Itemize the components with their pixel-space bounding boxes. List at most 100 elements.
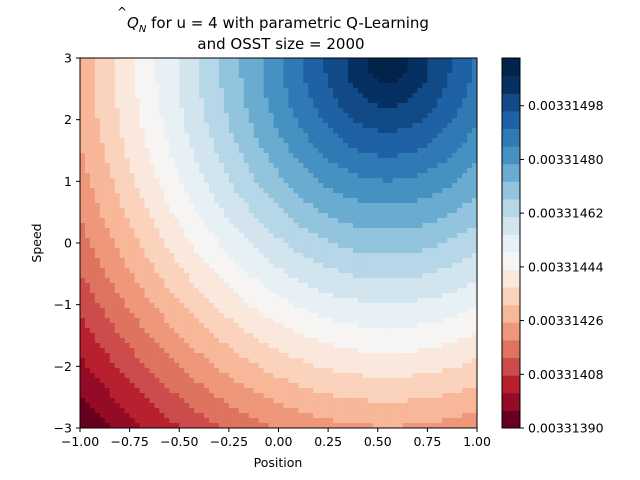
contour-cell [144,403,151,409]
contour-cell [139,108,146,114]
contour-cell [298,388,304,394]
contour-cell [238,318,245,324]
contour-cell [154,273,160,279]
contour-cell [144,163,151,169]
contour-cell [343,348,349,354]
contour-cell [80,253,86,259]
contour-cell [184,363,190,369]
contour-cell [362,318,369,324]
contour-cell [263,343,270,349]
contour-cell [194,148,200,154]
contour-cell [343,58,349,64]
contour-cell [218,68,225,74]
contour-cell [362,308,369,314]
contour-cell [298,383,304,389]
contour-cell [184,283,190,289]
contour-cell [397,138,404,144]
contour-cell [407,268,414,274]
contour-cell [80,113,86,119]
contour-cell [213,128,220,134]
contour-cell [179,328,185,334]
contour-cell [362,233,369,239]
contour-cell [243,118,250,124]
contour-cell [169,388,175,394]
contour-cell [333,408,339,414]
contour-cell [338,338,344,344]
contour-cell [377,258,384,264]
contour-cell [159,208,165,214]
contour-cell [174,223,180,229]
contour-cell [293,318,299,324]
contour-cell [308,408,314,414]
contour-cell [412,93,419,99]
contour-cell [80,323,86,329]
contour-cell [392,338,399,344]
contour-cell [94,238,101,244]
contour-cell [372,163,379,169]
contour-cell [323,83,329,89]
contour-cell [238,233,245,239]
contour-cell [367,293,374,299]
contour-cell [273,218,280,224]
contour-cell [243,423,250,428]
contour-cell [213,63,220,69]
contour-cell [377,113,384,119]
contour-cell [209,248,215,254]
contour-cell [174,253,180,259]
contour-cell [129,303,136,309]
contour-cell [189,178,195,184]
contour-cell [144,58,151,64]
contour-cell [352,203,359,209]
contour-cell [283,403,290,409]
contour-cell [223,193,230,199]
contour-cell [367,398,374,404]
contour-cell [129,353,136,359]
contour-cell [268,163,275,169]
contour-cell [209,98,215,104]
contour-cell [248,118,255,124]
contour-cell [362,63,369,69]
contour-cell [80,88,86,94]
contour-cell [397,208,404,214]
contour-cell [134,133,141,139]
contour-cell [159,283,165,289]
contour-cell [218,138,225,144]
contour-cell [139,198,146,204]
contour-cell [278,118,285,124]
contour-cell [218,273,225,279]
contour-cell [367,273,374,279]
contour-cell [288,133,294,139]
contour-cell [318,253,324,259]
contour-cell [179,73,185,79]
contour-cell [278,268,285,274]
contour-cell [258,58,265,64]
contour-cell [407,93,414,99]
contour-cell [328,58,334,64]
contour-cell [149,278,156,284]
contour-cell [80,393,86,399]
contour-cell [204,308,210,314]
contour-cell [397,173,404,179]
contour-cell [194,323,200,329]
contour-cell [223,293,230,299]
contour-cell [189,158,195,164]
contour-cell [104,403,111,409]
contour-cell [80,273,86,279]
contour-cell [213,208,220,214]
contour-cell [99,188,106,194]
contour-cell [159,213,165,219]
contour-cell [124,118,131,124]
contour-cell [80,173,86,179]
contour-cell [352,418,359,424]
contour-cell [174,93,180,99]
contour-cell [80,373,86,379]
contour-cell [347,138,354,144]
contour-cell [233,128,240,134]
contour-cell [80,123,86,129]
contour-cell [258,338,265,344]
contour-cell [84,88,91,94]
contour-cell [293,268,299,274]
contour-cell [397,248,404,254]
contour-cell [367,168,374,174]
contour-cell [387,208,394,214]
